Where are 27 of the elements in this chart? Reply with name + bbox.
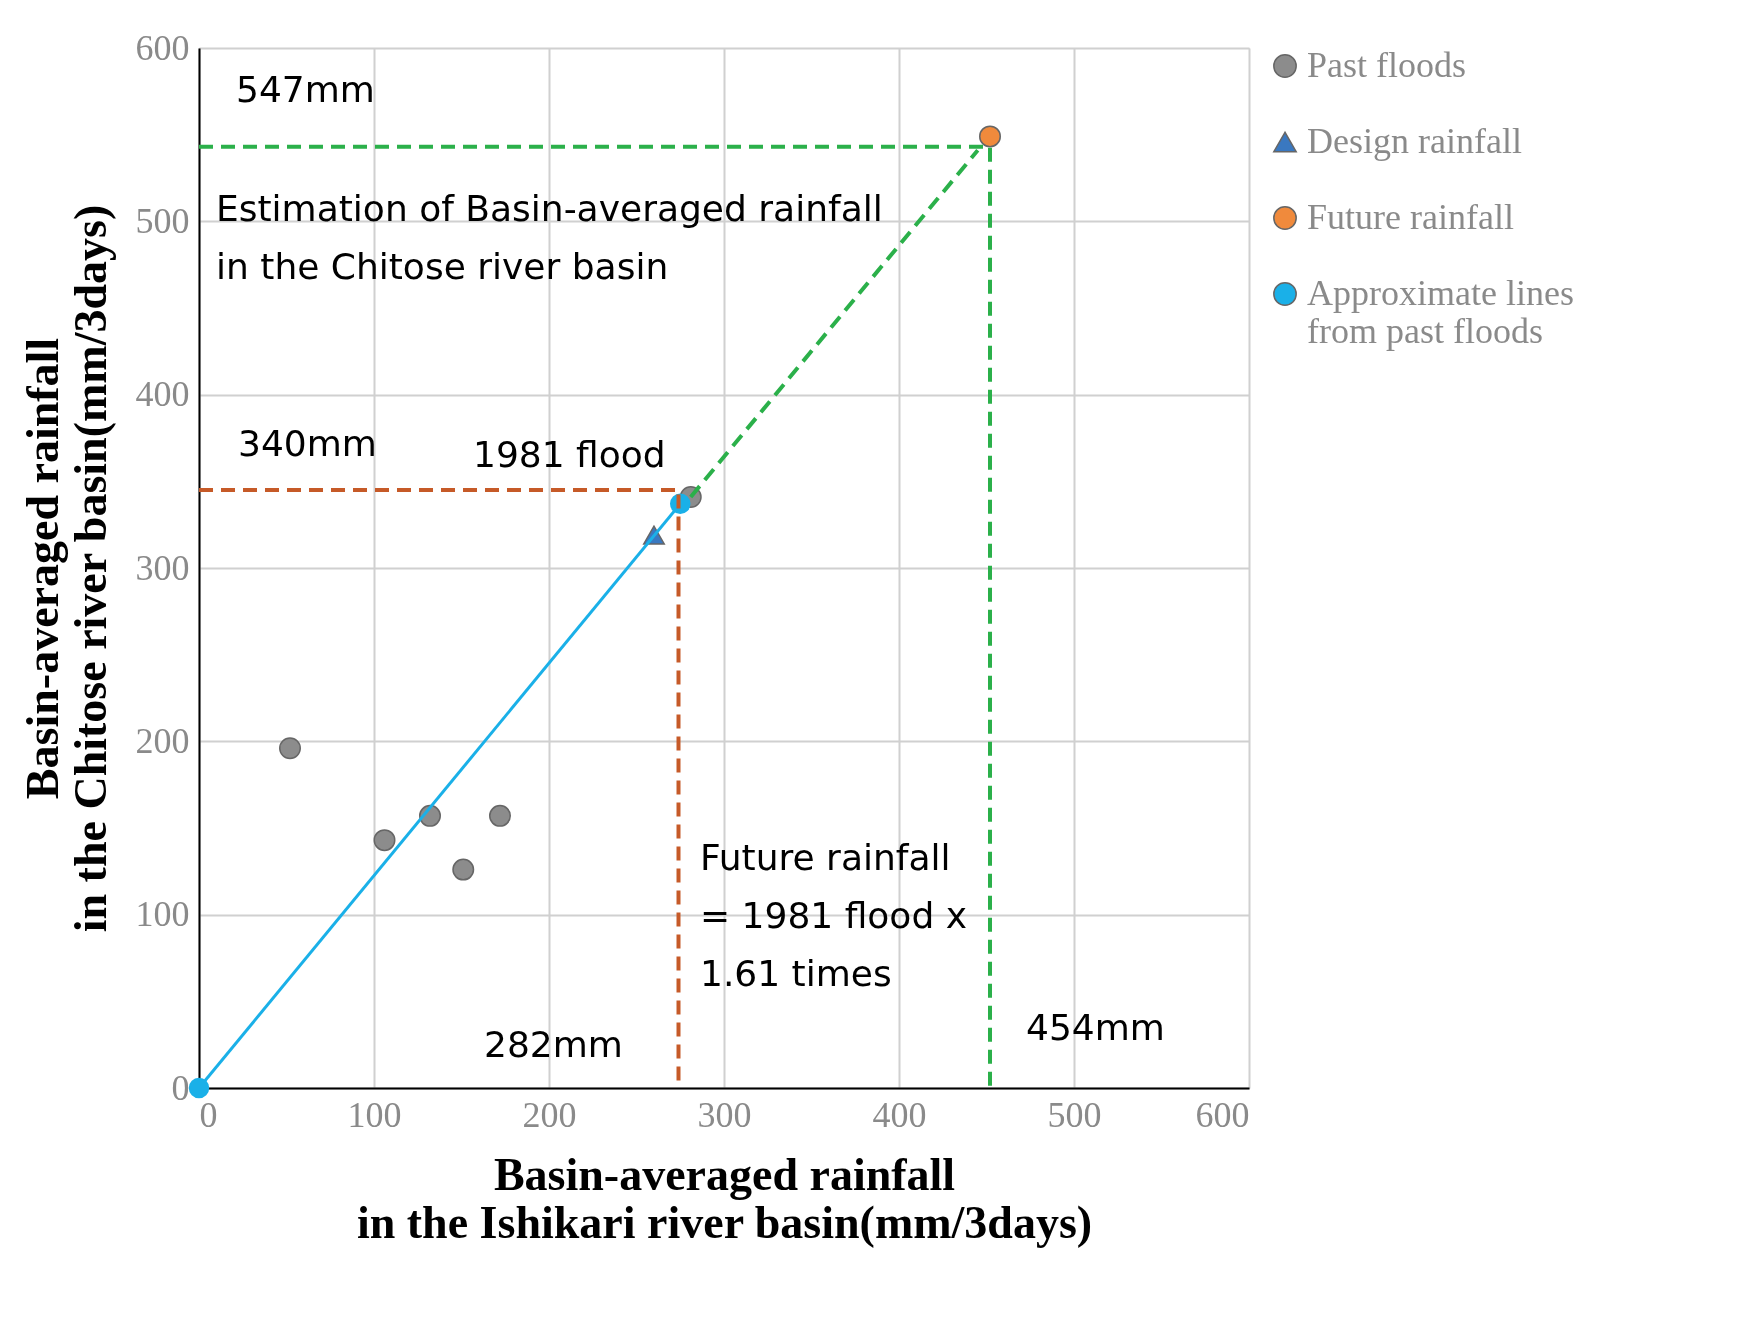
y-tick-label: 0 xyxy=(171,1067,190,1108)
x-tick-label: 600 xyxy=(1195,1094,1250,1135)
x-tick-label: 500 xyxy=(1047,1094,1102,1135)
y-tick-label: 200 xyxy=(135,720,190,761)
annotation: 340mm xyxy=(238,423,377,464)
annotation: Estimation of Basin-averaged rainfall in the Chitose river basin xyxy=(216,188,883,287)
annotation: 1981 flood xyxy=(473,434,666,475)
y-tick-label: 300 xyxy=(135,547,190,588)
legend-label: Future rainfall xyxy=(1307,197,1514,237)
legend-label: Approximate lines from past floods xyxy=(1307,273,1574,351)
legend-label: Past floods xyxy=(1307,45,1467,85)
y-tick-label: 400 xyxy=(135,374,190,415)
annotation: 454mm xyxy=(1026,1007,1165,1048)
x-tick-label: 400 xyxy=(872,1094,927,1135)
x-tick-label: 200 xyxy=(522,1094,577,1135)
x-tick-label: 300 xyxy=(697,1094,752,1135)
y-tick-label: 500 xyxy=(135,200,190,241)
y-axis-title: Basin-averaged rainfall in the Chitose river basin(mm/3days) xyxy=(16,204,116,933)
annotation: Future rainfall = 1981 flood x 1.61 times xyxy=(700,837,967,994)
annotation: 547mm xyxy=(236,69,375,110)
x-axis-title: Basin-averaged rainfall in the Ishikari river basin(mm/3days) xyxy=(356,1148,1093,1248)
y-tick-label: 100 xyxy=(135,894,190,935)
y-tick-label: 600 xyxy=(135,27,190,68)
x-tick-label: 100 xyxy=(347,1094,402,1135)
legend-label: Design rainfall xyxy=(1307,121,1522,161)
annotation: 282mm xyxy=(484,1024,623,1065)
x-tick-label: 0 xyxy=(199,1094,218,1135)
